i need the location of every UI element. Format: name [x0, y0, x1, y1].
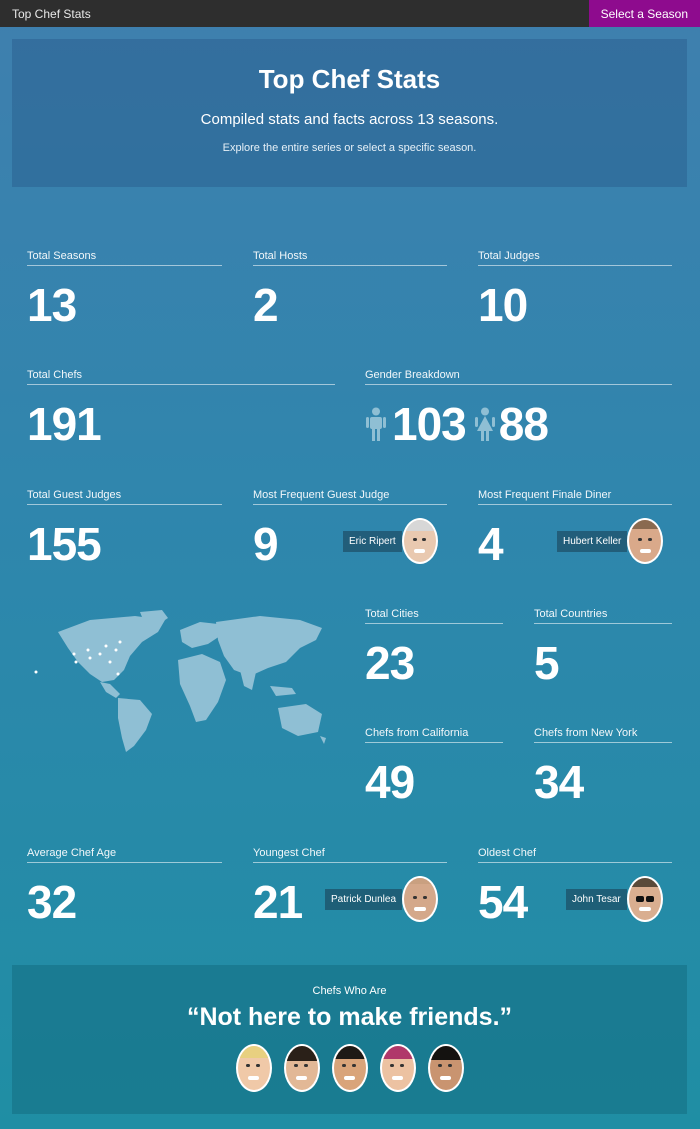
- stat-label: Most Frequent Finale Diner: [478, 489, 672, 505]
- male-count: 103: [392, 398, 467, 450]
- site-title[interactable]: Top Chef Stats: [12, 6, 91, 21]
- stat-label: Total Guest Judges: [27, 489, 222, 505]
- stat-chefs-new-york: Chefs from New York 34: [534, 727, 672, 805]
- stat-label: Total Seasons: [27, 250, 222, 266]
- stat-total-judges: Total Judges 10: [478, 250, 672, 328]
- hero-subtitle: Compiled stats and facts across 13 seaso…: [200, 111, 499, 128]
- stat-oldest-chef: Oldest Chef 54: [478, 847, 672, 925]
- stat-value: 21: [253, 876, 303, 928]
- page-title: Top Chef Stats: [258, 64, 441, 94]
- stat-label: Most Frequent Guest Judge: [253, 489, 447, 505]
- stat-value: 49: [365, 756, 415, 808]
- avatar: [627, 518, 664, 564]
- stat-frequent-guest-judge: Most Frequent Guest Judge 9: [253, 489, 447, 567]
- stat-chefs-california: Chefs from California 49: [365, 727, 503, 805]
- hero-banner: Top Chef Stats Compiled stats and facts …: [12, 39, 687, 187]
- stat-label: Total Cities: [365, 608, 503, 624]
- stat-label: Chefs from California: [365, 727, 503, 743]
- gender-values: 103 88: [365, 398, 549, 450]
- stat-label: Total Hosts: [253, 250, 447, 266]
- stat-label: Youngest Chef: [253, 847, 447, 863]
- avatar[interactable]: [283, 1044, 320, 1092]
- youngest-chef-person[interactable]: Patrick Dunlea: [325, 876, 439, 922]
- stat-youngest-chef: Youngest Chef 21: [253, 847, 447, 925]
- stat-label: Oldest Chef: [478, 847, 672, 863]
- top-nav-bar: Top Chef Stats Select a Season: [0, 0, 700, 27]
- stat-label: Total Countries: [534, 608, 672, 624]
- avatar[interactable]: [235, 1044, 272, 1092]
- stat-value: 4: [478, 518, 504, 570]
- stat-value: 155: [27, 518, 102, 570]
- person-name: Hubert Keller: [557, 530, 628, 552]
- world-map: [34, 610, 326, 752]
- stat-value: 13: [27, 279, 77, 331]
- stat-label: Total Judges: [478, 250, 672, 266]
- select-season-button[interactable]: Select a Season: [588, 0, 700, 27]
- stat-value: 10: [478, 279, 528, 331]
- stat-value: 191: [27, 398, 102, 450]
- stat-value: 34: [534, 756, 584, 808]
- stat-total-seasons: Total Seasons 13: [27, 250, 222, 328]
- stat-total-guest-judges: Total Guest Judges 155: [27, 489, 222, 567]
- stat-total-cities: Total Cities 23: [365, 608, 503, 686]
- friends-heading: Chefs Who Are: [312, 985, 387, 997]
- stat-label: Average Chef Age: [27, 847, 222, 863]
- male-icon: [366, 407, 386, 441]
- female-count: 88: [498, 398, 549, 450]
- finale-diner-person[interactable]: Hubert Keller: [557, 518, 664, 564]
- guest-judge-person[interactable]: Eric Ripert: [343, 518, 438, 564]
- avatar[interactable]: [427, 1044, 464, 1092]
- avatar[interactable]: [379, 1044, 416, 1092]
- hero-description: Explore the entire series or select a sp…: [222, 142, 477, 154]
- stat-average-age: Average Chef Age 32: [27, 847, 222, 925]
- avatar: [402, 876, 439, 922]
- stat-value: 5: [534, 637, 560, 689]
- stat-value: 23: [365, 637, 415, 689]
- person-name: Patrick Dunlea: [325, 888, 403, 910]
- person-name: Eric Ripert: [343, 530, 402, 552]
- not-here-to-make-friends-panel: Chefs Who Are “Not here to make friends.…: [12, 965, 687, 1114]
- friends-avatars: [12, 1044, 687, 1092]
- stat-label: Total Chefs: [27, 369, 335, 385]
- stat-total-chefs: Total Chefs 191: [27, 369, 335, 447]
- friends-quote: “Not here to make friends.”: [186, 1003, 513, 1031]
- stat-total-countries: Total Countries 5: [534, 608, 672, 686]
- oldest-chef-person[interactable]: John Tesar: [566, 876, 663, 922]
- avatar: [401, 518, 438, 564]
- stat-value: 32: [27, 876, 77, 928]
- stat-label: Gender Breakdown: [365, 369, 672, 385]
- person-name: John Tesar: [566, 888, 627, 910]
- stat-gender-breakdown: Gender Breakdown: [365, 369, 672, 385]
- avatar[interactable]: [331, 1044, 368, 1092]
- stat-frequent-finale-diner: Most Frequent Finale Diner 4: [478, 489, 672, 567]
- stat-label: Chefs from New York: [534, 727, 672, 743]
- stat-value: 2: [253, 279, 279, 331]
- stat-value: 54: [478, 876, 528, 928]
- avatar: [626, 876, 663, 922]
- stat-total-hosts: Total Hosts 2: [253, 250, 447, 328]
- stat-value: 9: [253, 518, 279, 570]
- female-icon: [474, 407, 495, 441]
